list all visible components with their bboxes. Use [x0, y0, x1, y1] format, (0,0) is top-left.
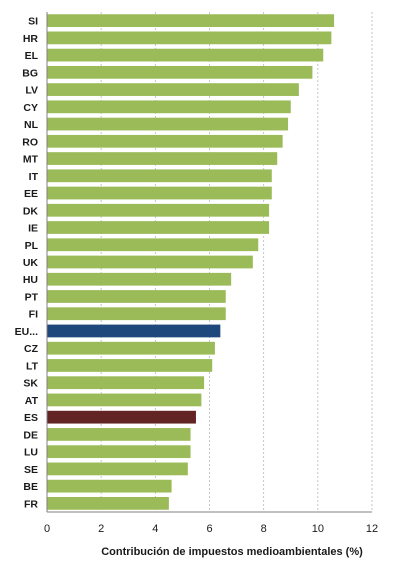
category-label: DK [23, 205, 39, 217]
bar [47, 255, 253, 269]
category-label: EU... [15, 326, 38, 338]
category-label: NL [24, 119, 39, 131]
bar [47, 341, 215, 355]
bar [47, 31, 332, 45]
category-label: EE [24, 188, 38, 200]
x-tick-label: 2 [98, 523, 104, 535]
category-label: LV [25, 85, 38, 97]
x-axis-title: Contribución de impuestos medioambiental… [101, 546, 363, 558]
bars [47, 14, 335, 510]
bar [47, 410, 196, 424]
x-tick-label: 4 [152, 523, 158, 535]
bar [47, 134, 283, 148]
bar [47, 83, 299, 96]
category-label: PL [25, 240, 39, 252]
category-label: BG [22, 67, 38, 79]
bar [47, 290, 226, 303]
category-label: DE [23, 429, 38, 441]
bar [47, 100, 291, 114]
category-label: RO [22, 136, 38, 148]
category-label: LT [26, 360, 39, 372]
category-label: AT [25, 395, 39, 407]
category-label: LU [24, 447, 38, 459]
bar [47, 117, 289, 131]
bar [47, 14, 335, 27]
bar [47, 65, 313, 79]
bar [47, 169, 272, 183]
category-label: SI [28, 16, 38, 28]
bar [47, 445, 191, 459]
category-label: CZ [24, 343, 39, 355]
category-label: UK [23, 257, 39, 269]
category-label: FR [24, 498, 38, 510]
x-tick-label: 0 [44, 523, 50, 535]
category-label: EL [25, 50, 39, 62]
category-label: HU [23, 274, 38, 286]
bar [47, 238, 259, 252]
bar [47, 221, 270, 234]
category-label: IE [28, 223, 38, 235]
category-label: SE [24, 464, 38, 476]
bar [47, 376, 205, 390]
category-label: SK [23, 378, 38, 390]
bar [47, 359, 213, 372]
category-labels: SI HR EL BG LV CY NL RO MT IT EE DK IE PL UK HU PT FI EU..… [15, 16, 39, 511]
bar [47, 462, 188, 476]
bar [47, 48, 324, 62]
category-label: CY [23, 102, 38, 114]
bar [47, 479, 172, 493]
bar [47, 428, 191, 441]
bar [47, 186, 272, 200]
category-label: MT [23, 154, 39, 166]
bar [47, 203, 270, 217]
category-label: PT [25, 291, 39, 303]
x-tick-label: 10 [312, 523, 324, 535]
bar [47, 497, 169, 510]
x-axis: 0 2 4 6 8 10 12 [44, 12, 378, 535]
bar [47, 272, 232, 286]
bar [47, 324, 221, 338]
bar [47, 152, 278, 165]
category-label: HR [23, 33, 39, 45]
x-tick-label: 8 [261, 523, 267, 535]
category-label: BE [23, 481, 38, 493]
category-label: ES [24, 412, 38, 424]
bar [47, 393, 202, 407]
x-tick-label: 12 [366, 523, 378, 535]
category-label: FI [29, 309, 38, 321]
bar [47, 307, 226, 321]
x-tick-label: 6 [206, 523, 212, 535]
category-label: IT [29, 171, 39, 183]
